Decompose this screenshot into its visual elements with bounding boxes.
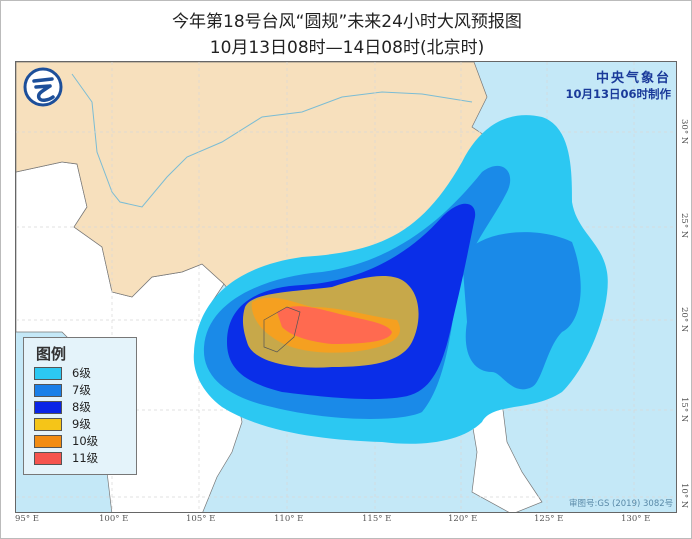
lon-label: 120° E (448, 514, 478, 524)
legend-label: 8级 (72, 400, 91, 414)
wind-zone-11 (277, 306, 392, 344)
lon-label: 110° E (274, 514, 304, 524)
legend-item-8: 8级 (34, 400, 91, 414)
legend-label: 6级 (72, 366, 91, 380)
legend-swatch (34, 400, 62, 414)
lon-label: 105° E (186, 514, 216, 524)
issue-time: 10月13日06时制作 (565, 87, 671, 101)
wind-zone-7-east (462, 232, 581, 390)
legend-swatch (34, 366, 62, 380)
legend-item-7: 7级 (34, 383, 91, 397)
hainan-outline (263, 306, 301, 353)
cma-logo-icon (23, 67, 63, 107)
lon-label: 100° E (99, 514, 129, 524)
lon-label: 130° E (621, 514, 651, 524)
lat-label: 25° N (679, 213, 689, 239)
legend-swatch (34, 383, 62, 397)
lon-label: 115° E (362, 514, 392, 524)
legend-label: 7级 (72, 383, 91, 397)
lat-label: 15° N (679, 397, 689, 423)
legend-label: 10级 (72, 434, 99, 448)
map-subtitle: 10月13日08时—14日08时(北京时) (209, 38, 485, 58)
lat-label: 30° N (679, 119, 689, 145)
lat-label: 20° N (679, 307, 689, 333)
legend-title: 图例 (36, 345, 67, 363)
lat-label: 10° N (679, 483, 689, 509)
approval-number: 审图号:GS (2019) 3082号 (569, 499, 674, 509)
legend-item-6: 6级 (34, 366, 91, 380)
lon-label: 125° E (534, 514, 564, 524)
legend-swatch (34, 417, 62, 431)
legend-swatch (34, 451, 62, 465)
legend-item-11: 11级 (34, 451, 98, 465)
map-title: 今年第18号台风“圆规”未来24小时大风预报图 (172, 12, 522, 32)
lon-label: 95° E (15, 514, 39, 524)
legend-item-9: 9级 (34, 417, 91, 431)
legend: 图例 6级 7级 8级 9级 10级 11级 (23, 337, 137, 475)
legend-swatch (34, 434, 62, 448)
legend-label: 9级 (72, 417, 91, 431)
legend-item-10: 10级 (34, 434, 98, 448)
issuer-name: 中央气象台 (595, 71, 671, 86)
issuer-block: 中央气象台 10月13日06时制作 (565, 67, 671, 102)
legend-label: 11级 (72, 451, 99, 465)
